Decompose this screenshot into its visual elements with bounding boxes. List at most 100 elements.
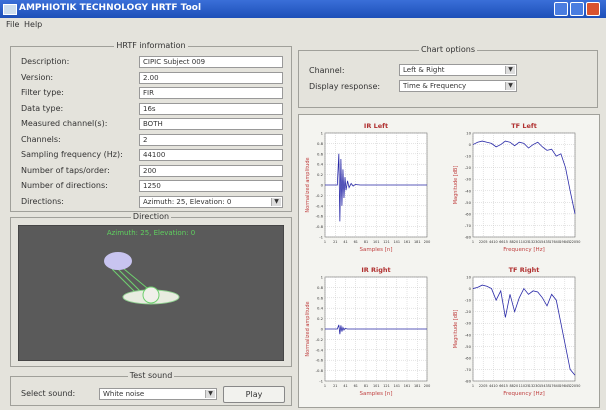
listener-head (143, 287, 159, 303)
close-button[interactable] (586, 2, 600, 16)
minimize-button[interactable] (554, 2, 568, 16)
field-label: Description: (21, 57, 69, 66)
menu-item[interactable]: File (6, 20, 19, 29)
field-text: 1250 (143, 182, 161, 190)
field-text: 44100 (143, 151, 165, 159)
x-axis-label: Samples [n] (359, 391, 392, 397)
y-axis-label: Magnitude [dB] (453, 310, 459, 349)
group-title: Direction (11, 212, 291, 221)
field-label: Number of taps/order: (21, 166, 110, 175)
y-tick-label: -40 (465, 332, 472, 337)
y-tick-label: -0.6 (316, 358, 324, 363)
x-tick-label: 4410 (489, 240, 498, 244)
y-tick-label: 10 (466, 275, 471, 280)
direction-caption: Azimuth: 25, Elevation: 0 (107, 229, 195, 237)
group-title-text: HRTF information (114, 41, 187, 50)
select-sound-label: Select sound: (21, 389, 75, 398)
channel-combo[interactable]: Left & Right▼ (399, 64, 517, 76)
x-tick-label: 8820 (509, 240, 518, 244)
field-text: 16s (143, 105, 156, 113)
y-tick-label: -10 (465, 298, 472, 303)
hrtf-info-group: HRTF information Description:CIPIC Subje… (10, 46, 292, 212)
display-combo[interactable]: Time & Frequency▼ (399, 80, 517, 92)
direction-group: Direction Azimuth: 25, Elevation: 0 (10, 217, 292, 367)
y-tick-label: -30 (465, 177, 472, 182)
field-label: Version: (21, 73, 53, 82)
x-axis-label: Samples [n] (359, 247, 392, 253)
field-combo[interactable]: Azimuth: 25, Elevation: 0▼ (139, 196, 283, 208)
x-tick-label: 17640 (549, 240, 560, 244)
y-tick-label: 0 (321, 183, 324, 188)
maximize-button[interactable] (570, 2, 584, 16)
field-value: 2.00 (139, 72, 283, 84)
y-tick-label: 0.2 (317, 316, 324, 321)
group-title-text: Test sound (128, 371, 175, 380)
y-tick-label: -30 (465, 321, 472, 326)
x-tick-label: 61 (354, 240, 358, 244)
x-tick-label: 15435 (539, 240, 550, 244)
field-value: CIPIC Subject 009 (139, 56, 283, 68)
field-value: 16s (139, 103, 283, 115)
x-tick-label: 15435 (539, 384, 550, 388)
y-tick-label: 0.6 (317, 151, 324, 156)
y-tick-label: -60 (465, 355, 472, 360)
group-title: HRTF information (11, 41, 291, 50)
test-sound-group: Test sound Select sound: White noise▼ Pl… (10, 376, 292, 406)
x-tick-label: 200 (424, 240, 430, 244)
x-tick-label: 13230 (529, 240, 540, 244)
field-text: CIPIC Subject 009 (143, 58, 205, 66)
y-axis-label: Normalized amplitude (305, 301, 311, 356)
x-tick-label: 2205 (479, 240, 488, 244)
button-text: Play (246, 390, 263, 399)
field-value: 44100 (139, 149, 283, 161)
y-tick-label: 10 (466, 131, 471, 136)
y-tick-label: 0.4 (317, 162, 324, 167)
x-tick-label: 141 (394, 384, 400, 388)
field-text: 2 (143, 136, 147, 144)
play-button[interactable]: Play (223, 386, 285, 403)
y-tick-label: -0.2 (316, 337, 324, 342)
x-tick-label: 11025 (519, 240, 530, 244)
y-axis-label: Magnitude [dB] (453, 166, 459, 205)
sound-combo[interactable]: White noise▼ (99, 388, 217, 400)
x-tick-label: 1 (472, 384, 474, 388)
x-tick-label: 41 (343, 384, 347, 388)
y-tick-label: -20 (465, 165, 472, 170)
y-tick-label: -80 (465, 379, 472, 384)
menu-item[interactable]: Help (24, 20, 42, 29)
app-window: AMPHIOTIK TECHNOLOGY HRTF Tool File Help… (0, 0, 606, 410)
field-text: FIR (143, 89, 154, 97)
menu-bar: File Help (0, 18, 606, 31)
chart-options-group: Chart options Channel: Left & Right▼ Dis… (298, 50, 598, 108)
x-tick-label: 200 (424, 384, 430, 388)
x-tick-label: 181 (414, 240, 420, 244)
y-tick-label: -0.2 (316, 193, 324, 198)
y-tick-label: -0.8 (316, 224, 324, 229)
group-title-text: Direction (131, 212, 171, 221)
field-value: 200 (139, 165, 283, 177)
field-value: BOTH (139, 118, 283, 130)
x-tick-label: 19845 (559, 384, 570, 388)
x-axis-label: Frequency [Hz] (503, 391, 544, 397)
x-tick-label: 81 (364, 240, 368, 244)
field-label: Directions: (21, 197, 64, 206)
y-tick-label: -40 (465, 188, 472, 193)
field-text: 2.00 (143, 74, 159, 82)
combo-arrow: ▼ (205, 390, 215, 398)
chart-title: TF Right (509, 266, 540, 274)
direction-view: Azimuth: 25, Elevation: 0 (18, 225, 284, 361)
y-tick-label: 0.4 (317, 306, 324, 311)
field-label: Number of directions: (21, 181, 108, 190)
y-tick-label: -70 (465, 223, 472, 228)
y-tick-label: -0.6 (316, 214, 324, 219)
field-label: Data type: (21, 104, 63, 113)
y-tick-label: 0 (469, 286, 472, 291)
x-tick-label: 11025 (519, 384, 530, 388)
x-tick-label: 19845 (559, 240, 570, 244)
y-tick-label: -1 (319, 235, 323, 240)
field-value: 2 (139, 134, 283, 146)
x-tick-label: 121 (383, 240, 389, 244)
field-text: BOTH (143, 120, 163, 128)
combo-arrow: ▼ (505, 66, 515, 74)
x-tick-label: 101 (373, 384, 379, 388)
